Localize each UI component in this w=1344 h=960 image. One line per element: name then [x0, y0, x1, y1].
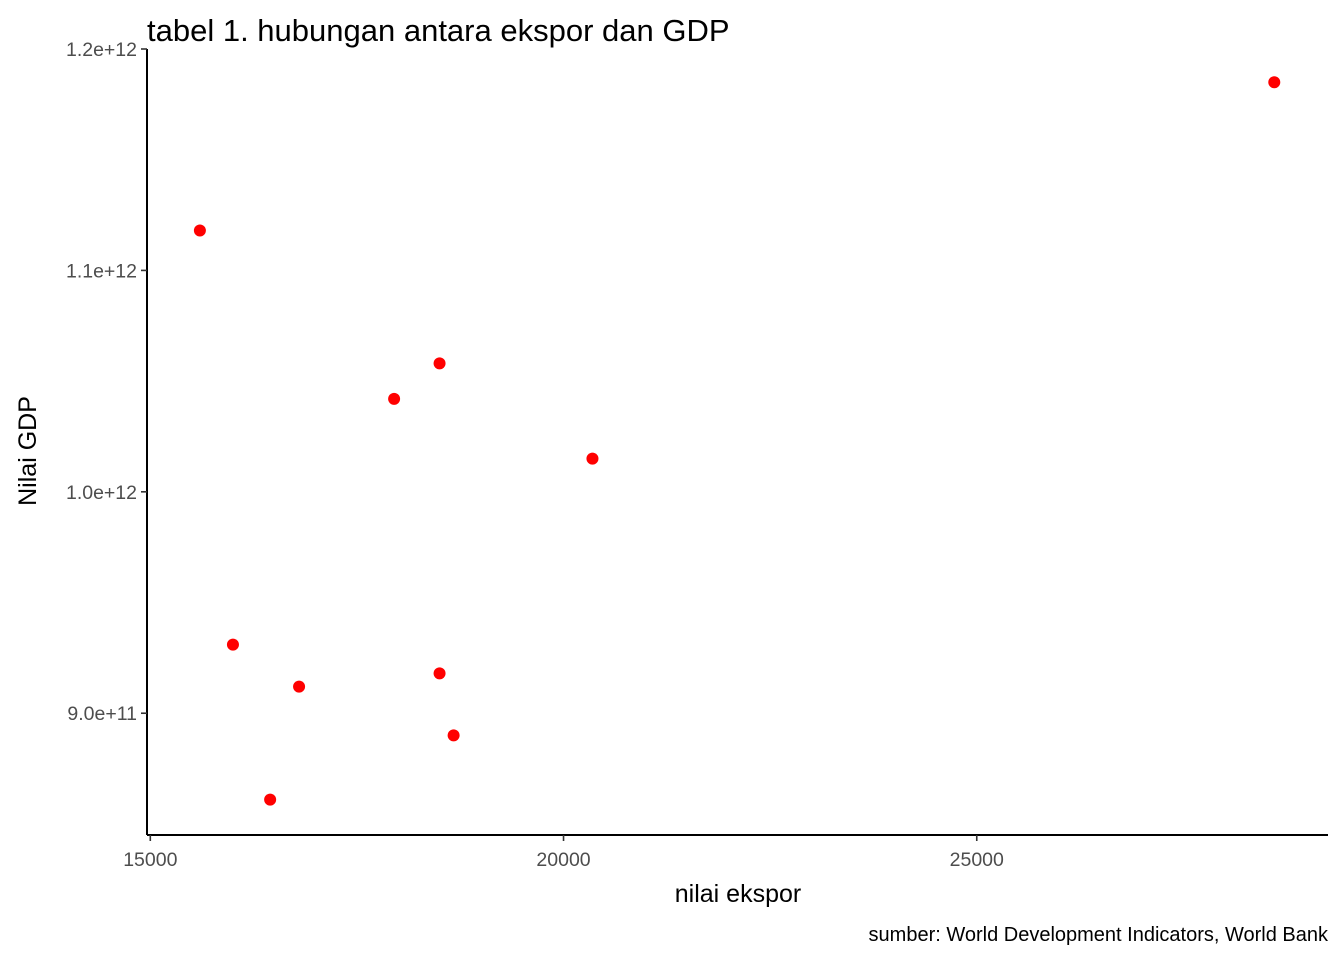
chart-title: tabel 1. hubungan antara ekspor dan GDP	[147, 13, 730, 48]
data-point	[193, 224, 206, 237]
x-tick-label: 20000	[536, 849, 590, 871]
chart-caption: sumber: World Development Indicators, Wo…	[869, 924, 1329, 946]
data-point	[293, 680, 306, 693]
x-tick-label: 15000	[123, 849, 177, 871]
data-points	[193, 76, 1281, 806]
data-point	[264, 793, 277, 806]
y-tick-label: 1.0e+12	[66, 482, 137, 504]
y-tick-label: 1.2e+12	[66, 39, 137, 61]
y-axis-title: Nilai GDP	[14, 396, 42, 506]
x-axis: 15000 20000 25000	[123, 834, 1328, 871]
data-point	[586, 452, 599, 465]
data-point	[433, 667, 446, 680]
x-tick-label: 25000	[950, 849, 1004, 871]
x-axis-title: nilai ekspor	[675, 880, 801, 908]
y-tick-label: 1.1e+12	[66, 260, 137, 282]
data-point	[1268, 76, 1281, 89]
data-point	[433, 357, 446, 370]
y-tick-label: 9.0e+11	[67, 703, 137, 725]
data-point	[226, 638, 239, 651]
data-point	[388, 392, 401, 405]
y-axis: 9.0e+11 1.0e+12 1.1e+12 1.2e+12	[66, 39, 148, 835]
data-point	[447, 729, 460, 742]
